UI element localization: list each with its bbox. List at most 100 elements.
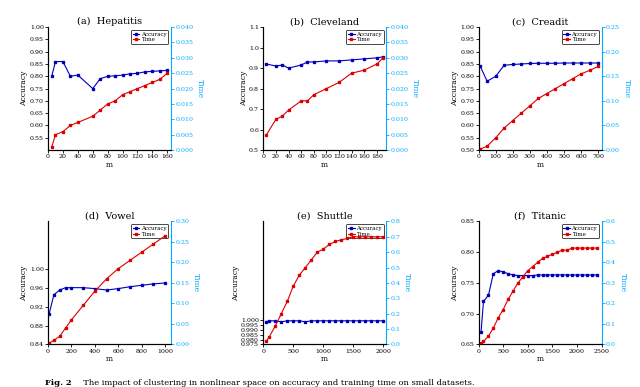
- Accuracy: [577, 61, 585, 65]
- Y-axis label: Time: Time: [192, 273, 200, 293]
- Time: [138, 250, 145, 255]
- Accuracy: [490, 271, 497, 276]
- Time: [161, 233, 169, 238]
- Accuracy: [563, 272, 571, 277]
- Time: [56, 334, 63, 339]
- Accuracy: [558, 272, 566, 277]
- Time: [509, 118, 516, 123]
- Title: (d)  Vowel: (d) Vowel: [84, 212, 134, 221]
- Time: [349, 235, 357, 239]
- Time: [59, 129, 67, 134]
- Time: [588, 246, 596, 250]
- Accuracy: [307, 319, 315, 323]
- Accuracy: [367, 319, 375, 323]
- Accuracy: [310, 60, 317, 64]
- Time: [262, 132, 270, 137]
- Line: Time: Time: [479, 65, 600, 151]
- X-axis label: m: m: [536, 355, 543, 363]
- Accuracy: [344, 319, 351, 323]
- X-axis label: m: m: [321, 355, 328, 363]
- Time: [479, 339, 487, 344]
- Accuracy: [323, 58, 330, 63]
- Time: [298, 99, 305, 103]
- Time: [104, 102, 111, 106]
- Accuracy: [348, 58, 355, 62]
- Accuracy: [319, 319, 327, 323]
- Accuracy: [271, 319, 279, 323]
- Accuracy: [91, 286, 99, 291]
- Accuracy: [380, 55, 387, 59]
- Accuracy: [79, 285, 87, 290]
- Time: [543, 254, 551, 259]
- Time: [360, 68, 368, 72]
- Accuracy: [303, 60, 311, 64]
- Accuracy: [52, 59, 60, 64]
- Legend: Accuracy, Time: Accuracy, Time: [131, 224, 168, 238]
- Legend: Accuracy, Time: Accuracy, Time: [561, 224, 599, 238]
- Accuracy: [568, 272, 576, 277]
- Accuracy: [45, 312, 53, 316]
- Time: [272, 117, 280, 122]
- Time: [52, 132, 60, 137]
- Time: [543, 91, 551, 96]
- Accuracy: [150, 282, 157, 286]
- Time: [499, 307, 507, 312]
- Accuracy: [61, 285, 69, 290]
- Time: [337, 238, 345, 242]
- Accuracy: [314, 319, 321, 323]
- Time: [296, 273, 303, 277]
- Time: [115, 266, 122, 271]
- Accuracy: [67, 74, 74, 79]
- Accuracy: [476, 64, 484, 69]
- Y-axis label: Time: Time: [196, 79, 204, 98]
- Accuracy: [126, 284, 134, 289]
- Time: [307, 257, 315, 262]
- Time: [484, 334, 492, 339]
- Accuracy: [266, 319, 273, 323]
- Accuracy: [526, 61, 534, 66]
- Accuracy: [492, 74, 499, 79]
- Y-axis label: Accuracy: Accuracy: [240, 71, 248, 106]
- Time: [266, 334, 273, 339]
- Accuracy: [509, 272, 517, 277]
- Accuracy: [74, 73, 82, 77]
- Line: Time: Time: [479, 247, 598, 345]
- Title: (c)  Creadit: (c) Creadit: [512, 17, 568, 26]
- Time: [504, 297, 512, 301]
- Time: [278, 312, 285, 316]
- Legend: Accuracy, Time: Accuracy, Time: [346, 224, 383, 238]
- X-axis label: m: m: [536, 161, 543, 169]
- Time: [262, 339, 270, 344]
- Accuracy: [548, 272, 556, 277]
- Line: Time: Time: [48, 235, 166, 344]
- Accuracy: [543, 61, 551, 65]
- Time: [163, 71, 171, 75]
- Line: Time: Time: [51, 72, 169, 148]
- Accuracy: [161, 281, 169, 285]
- Accuracy: [262, 320, 270, 324]
- Time: [335, 80, 343, 85]
- Time: [380, 235, 387, 239]
- Accuracy: [332, 319, 339, 323]
- Accuracy: [337, 319, 345, 323]
- Time: [560, 81, 568, 86]
- Accuracy: [97, 76, 104, 81]
- Time: [103, 276, 111, 281]
- Accuracy: [289, 319, 297, 323]
- Time: [595, 64, 602, 69]
- Line: Accuracy: Accuracy: [479, 62, 600, 82]
- Accuracy: [349, 319, 357, 323]
- Accuracy: [148, 69, 156, 74]
- Title: (a)  Hepatitis: (a) Hepatitis: [77, 17, 142, 26]
- Accuracy: [495, 268, 502, 273]
- Y-axis label: Time: Time: [619, 273, 627, 293]
- Time: [355, 235, 363, 239]
- Time: [573, 246, 581, 250]
- Time: [500, 126, 508, 130]
- Accuracy: [278, 320, 285, 324]
- Time: [314, 250, 321, 255]
- Time: [552, 86, 559, 91]
- Time: [89, 114, 97, 118]
- Title: (f)  Titanic: (f) Titanic: [514, 212, 566, 221]
- Y-axis label: Accuracy: Accuracy: [451, 265, 459, 301]
